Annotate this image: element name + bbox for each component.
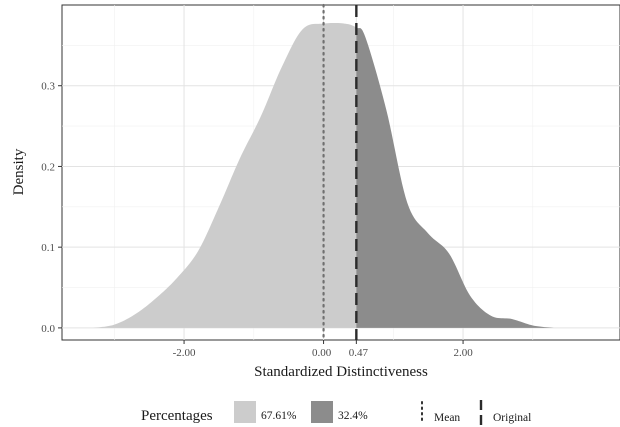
- legend-label: Original: [493, 412, 531, 424]
- legend-label: 67.61%: [261, 410, 297, 422]
- x-tick-label: 2.00: [453, 347, 473, 359]
- density-area-below-original: [93, 22, 357, 328]
- x-tick-label: 0.00: [312, 347, 332, 359]
- y-tick-label: 0.3: [41, 81, 55, 93]
- reference-lines: [322, 3, 358, 342]
- legend-label: 32.4%: [338, 410, 368, 422]
- density-areas: [93, 22, 554, 328]
- x-tick-label: 0.47: [349, 347, 369, 359]
- x-axis-title: Standardized Distinctiveness: [254, 364, 428, 380]
- legend-swatch: [234, 401, 256, 423]
- y-tick-label: 0.1: [41, 242, 55, 254]
- y-tick-label: 0.0: [41, 323, 55, 335]
- y-axis-title: Density: [11, 148, 27, 195]
- y-tick-label: 0.2: [41, 161, 55, 173]
- legend-title: Percentages: [141, 408, 213, 424]
- legend-swatch: [311, 401, 333, 423]
- legend-label: Mean: [434, 412, 460, 424]
- x-axis: -2.00 0.00 0.47 2.00: [173, 340, 473, 359]
- x-tick-label: -2.00: [173, 347, 196, 359]
- y-axis: 0.0 0.1 0.2 0.3: [41, 81, 62, 335]
- density-area-above-original: [356, 27, 554, 328]
- legend: Percentages 67.61% 32.4% Mean Original: [141, 400, 531, 427]
